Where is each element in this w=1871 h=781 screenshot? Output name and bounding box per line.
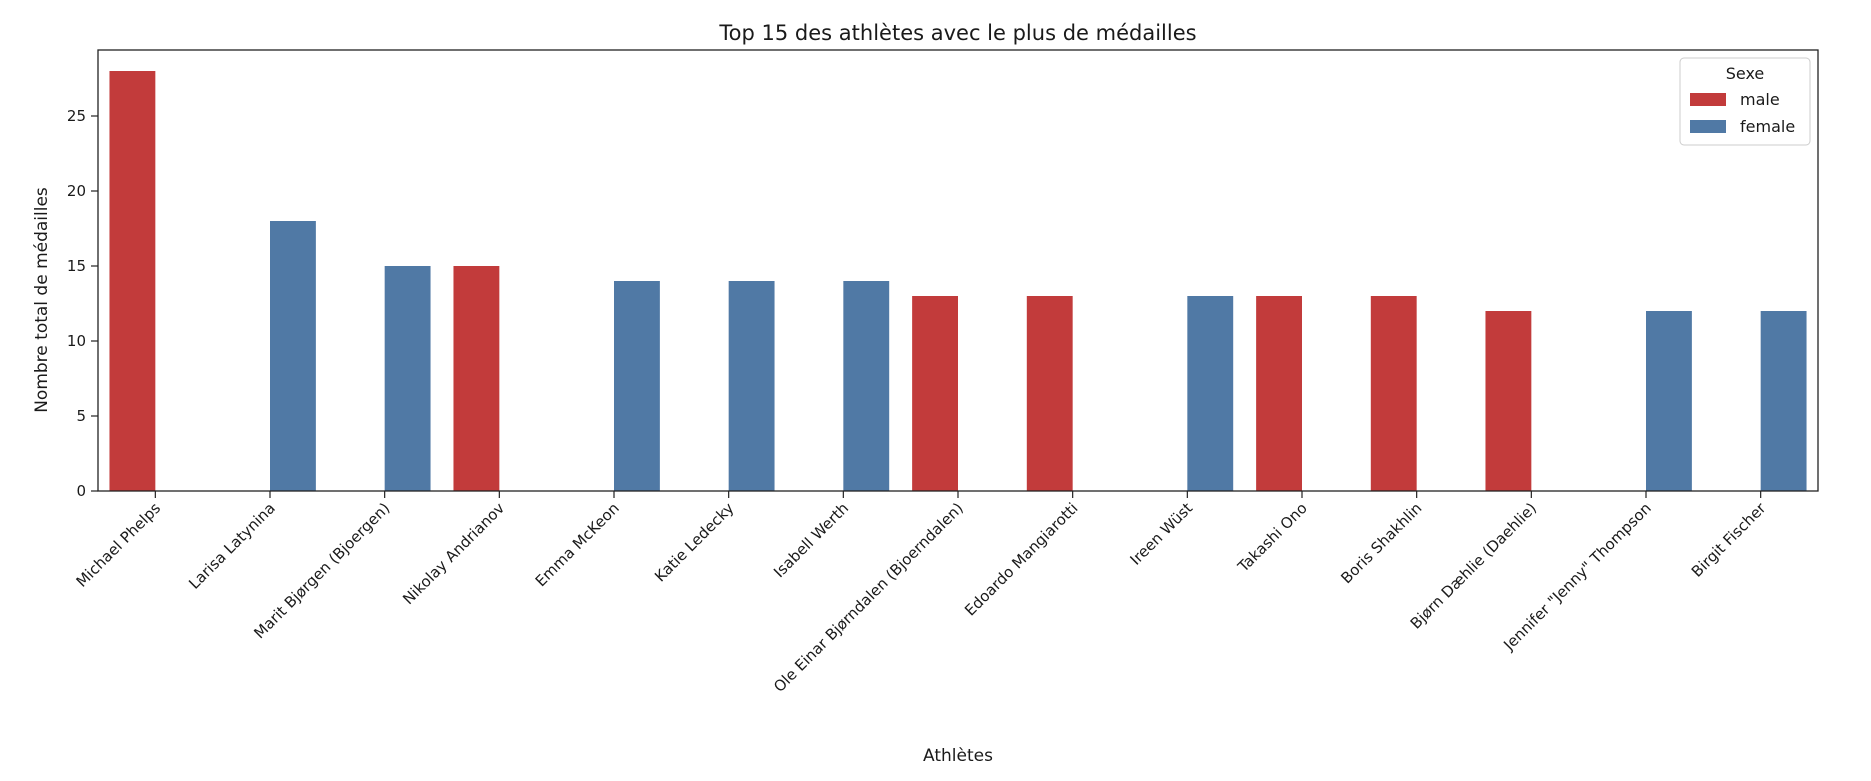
y-axis-ticks: 0 5 10 15 20 25 [67,107,98,500]
bar-female-13 [1646,311,1692,491]
x-tick-label-6: Isabell Werth [770,499,852,581]
bar-female-5 [728,281,775,491]
y-tick-label-3: 15 [67,257,86,275]
legend-swatch-female [1690,120,1726,133]
x-tick-label-4: Emma McKeon [532,499,623,590]
y-tick-label-2: 10 [67,332,86,350]
bar-male-7 [912,296,958,491]
x-tick-label-8: Edoardo Mangiarotti [961,499,1081,619]
bar-female-2 [384,266,431,491]
bar-female-9 [1187,296,1234,491]
legend-label-female: female [1740,117,1795,136]
x-tick-label-11: Boris Shakhlin [1337,499,1425,587]
bar-female-14 [1760,311,1807,491]
y-tick-label-4: 20 [67,182,86,200]
bar-male-3 [453,266,500,491]
x-tick-label-12: Bjørn Dæhlie (Daehlie) [1407,499,1540,632]
x-tick-label-14: Birgit Fischer [1688,499,1770,581]
x-tick-label-2: Marit Bjørgen (Bjoergen) [250,499,393,642]
bar-male-11 [1370,296,1417,491]
bar-male-10 [1256,296,1302,491]
x-tick-label-9: Ireen Wüst [1127,499,1197,569]
bar-female-1 [270,221,316,491]
legend-title: Sexe [1726,64,1765,83]
legend-swatch-male [1690,93,1726,106]
bars-group [109,71,1807,491]
bar-male-8 [1026,296,1073,491]
bar-male-0 [109,71,156,491]
legend: Sexe male female [1679,57,1811,146]
bar-female-6 [843,281,890,491]
x-tick-label-7: Ole Einar Bjørndalen (Bjoerndalen) [770,499,967,696]
legend-label-male: male [1740,90,1780,109]
y-tick-label-1: 5 [76,407,86,425]
chart-title: Top 15 des athlètes avec le plus de méda… [718,21,1196,45]
x-tick-label-1: Larisa Latynina [185,499,279,593]
bar-female-4 [614,281,660,491]
y-tick-label-5: 25 [67,107,86,125]
bar-male-12 [1485,311,1532,491]
x-tick-label-0: Michael Phelps [73,499,165,591]
y-tick-label-0: 0 [76,482,86,500]
y-axis-label: Nombre total de médailles [32,187,52,413]
x-tick-label-3: Nikolay Andrianov [399,499,508,608]
plot-frame [97,49,1819,492]
x-axis-label: Athlètes [923,746,993,766]
x-tick-label-10: Takashi Ono [1234,499,1311,576]
x-tick-label-5: Katie Ledecky [651,499,737,585]
